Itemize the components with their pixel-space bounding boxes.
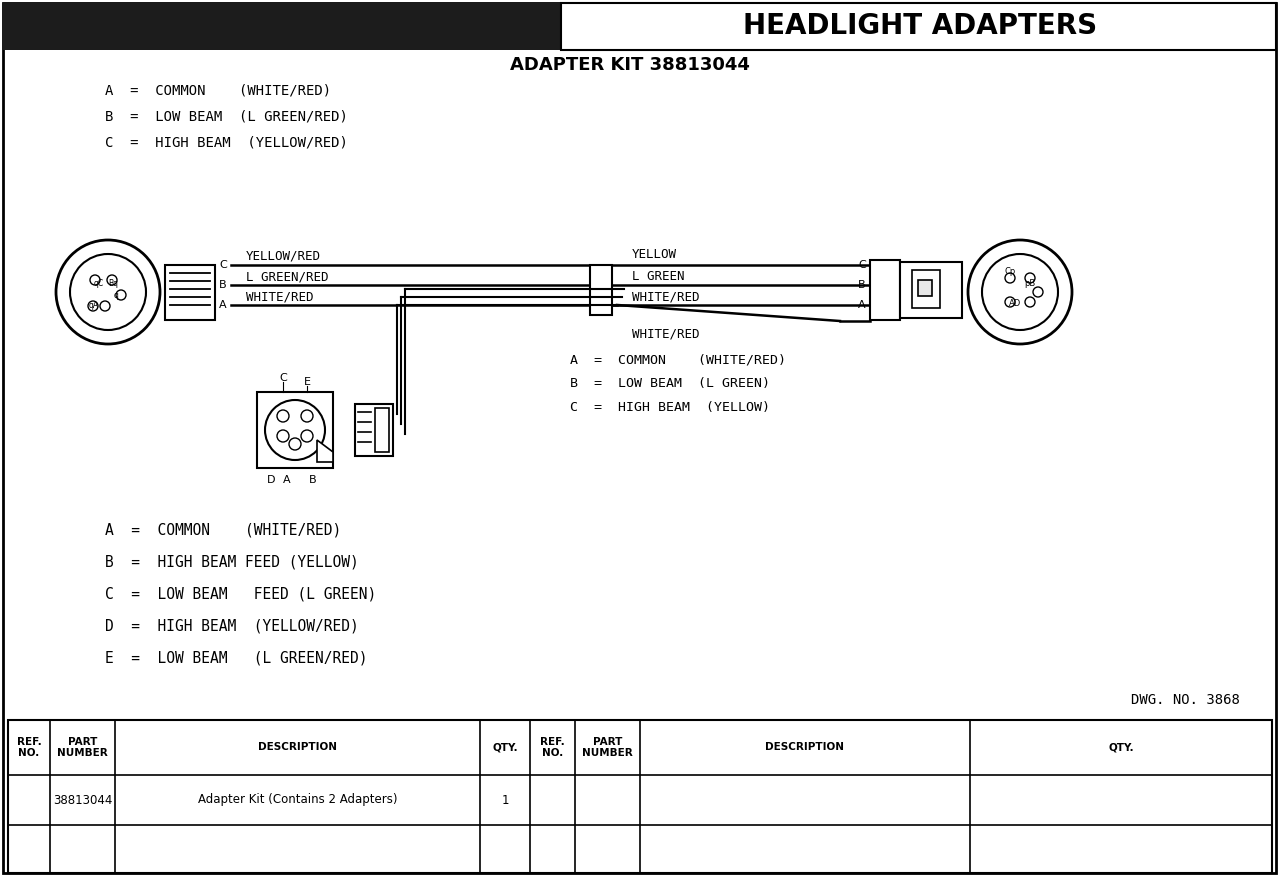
Bar bbox=[165, 265, 215, 320]
Circle shape bbox=[301, 430, 314, 442]
Bar bbox=[375, 408, 389, 452]
Text: B  =  LOW BEAM  (L GREEN/RED): B = LOW BEAM (L GREEN/RED) bbox=[105, 109, 348, 123]
Polygon shape bbox=[317, 440, 333, 462]
Text: qA: qA bbox=[88, 301, 99, 310]
Text: AD: AD bbox=[1009, 300, 1021, 308]
Text: PART
NUMBER: PART NUMBER bbox=[582, 737, 632, 759]
Bar bbox=[355, 404, 393, 456]
Text: C: C bbox=[279, 373, 287, 383]
Circle shape bbox=[289, 438, 301, 450]
Text: A  =  COMMON    (WHITE/RED): A = COMMON (WHITE/RED) bbox=[570, 354, 786, 366]
Text: 1: 1 bbox=[502, 794, 508, 807]
Text: E  =  LOW BEAM   (L GREEN/RED): E = LOW BEAM (L GREEN/RED) bbox=[105, 651, 367, 666]
Text: 38813044: 38813044 bbox=[52, 794, 113, 807]
Circle shape bbox=[1025, 297, 1036, 307]
Circle shape bbox=[276, 430, 289, 442]
Circle shape bbox=[1005, 273, 1015, 283]
Text: C: C bbox=[219, 260, 227, 270]
Circle shape bbox=[1025, 273, 1036, 283]
Bar bbox=[900, 262, 963, 318]
Text: C: C bbox=[858, 260, 865, 270]
Text: YELLOW: YELLOW bbox=[632, 249, 677, 262]
Circle shape bbox=[968, 240, 1073, 344]
Bar bbox=[561, 3, 1276, 50]
Circle shape bbox=[90, 275, 100, 285]
Circle shape bbox=[108, 275, 116, 285]
Text: DESCRIPTION: DESCRIPTION bbox=[765, 743, 845, 752]
Text: D: D bbox=[266, 475, 275, 485]
Text: A: A bbox=[283, 475, 291, 485]
Bar bbox=[257, 392, 333, 468]
Text: REF.
NO.: REF. NO. bbox=[540, 737, 564, 759]
Circle shape bbox=[301, 410, 314, 422]
Text: QTY.: QTY. bbox=[493, 743, 518, 752]
Circle shape bbox=[265, 400, 325, 460]
Text: B  =  HIGH BEAM FEED (YELLOW): B = HIGH BEAM FEED (YELLOW) bbox=[105, 555, 358, 569]
Text: WHITE/RED: WHITE/RED bbox=[632, 291, 699, 303]
Text: qC: qC bbox=[93, 279, 104, 288]
Text: QTY.: QTY. bbox=[1108, 743, 1134, 752]
Circle shape bbox=[276, 410, 289, 422]
Circle shape bbox=[100, 301, 110, 311]
Circle shape bbox=[1005, 297, 1015, 307]
Text: pB: pB bbox=[1024, 279, 1036, 288]
Text: HEADLIGHT ADAPTERS: HEADLIGHT ADAPTERS bbox=[742, 12, 1097, 40]
Text: D  =  HIGH BEAM  (YELLOW/RED): D = HIGH BEAM (YELLOW/RED) bbox=[105, 618, 358, 633]
Text: B  =  LOW BEAM  (L GREEN): B = LOW BEAM (L GREEN) bbox=[570, 378, 771, 391]
Bar bbox=[8, 720, 1272, 873]
Text: YELLOW/RED: YELLOW/RED bbox=[246, 250, 321, 263]
Bar bbox=[918, 280, 932, 296]
Circle shape bbox=[116, 290, 125, 300]
Text: ADAPTER KIT 38813044: ADAPTER KIT 38813044 bbox=[509, 56, 750, 74]
Text: DESCRIPTION: DESCRIPTION bbox=[259, 743, 337, 752]
Text: E: E bbox=[303, 377, 311, 387]
Text: B: B bbox=[858, 280, 865, 290]
Bar bbox=[911, 270, 940, 308]
Text: DWG. NO. 3868: DWG. NO. 3868 bbox=[1132, 693, 1240, 707]
Text: WHITE/RED: WHITE/RED bbox=[246, 291, 314, 303]
Circle shape bbox=[1033, 287, 1043, 297]
Text: L GREEN/RED: L GREEN/RED bbox=[246, 271, 329, 284]
Text: Cp: Cp bbox=[1005, 267, 1015, 277]
Text: C  =  HIGH BEAM  (YELLOW): C = HIGH BEAM (YELLOW) bbox=[570, 401, 771, 414]
Bar bbox=[3, 3, 561, 50]
Text: PART
NUMBER: PART NUMBER bbox=[58, 737, 108, 759]
Text: C  =  LOW BEAM   FEED (L GREEN): C = LOW BEAM FEED (L GREEN) bbox=[105, 587, 376, 602]
Text: A: A bbox=[858, 300, 865, 310]
Text: REF.
NO.: REF. NO. bbox=[17, 737, 41, 759]
Text: A  =  COMMON    (WHITE/RED): A = COMMON (WHITE/RED) bbox=[105, 83, 332, 97]
Text: WHITE/RED: WHITE/RED bbox=[632, 328, 699, 341]
Text: C  =  HIGH BEAM  (YELLOW/RED): C = HIGH BEAM (YELLOW/RED) bbox=[105, 135, 348, 149]
Circle shape bbox=[70, 254, 146, 330]
Circle shape bbox=[88, 301, 99, 311]
Bar bbox=[870, 260, 900, 320]
Text: B: B bbox=[219, 280, 227, 290]
Text: L GREEN: L GREEN bbox=[632, 271, 685, 284]
Circle shape bbox=[56, 240, 160, 344]
Circle shape bbox=[982, 254, 1059, 330]
Bar bbox=[590, 265, 612, 315]
Text: Adapter Kit (Contains 2 Adapters): Adapter Kit (Contains 2 Adapters) bbox=[197, 794, 397, 807]
Text: q: q bbox=[114, 291, 119, 300]
Text: A  =  COMMON    (WHITE/RED): A = COMMON (WHITE/RED) bbox=[105, 522, 342, 538]
Text: B: B bbox=[310, 475, 317, 485]
Text: Bq: Bq bbox=[108, 279, 118, 288]
Text: A: A bbox=[219, 300, 227, 310]
